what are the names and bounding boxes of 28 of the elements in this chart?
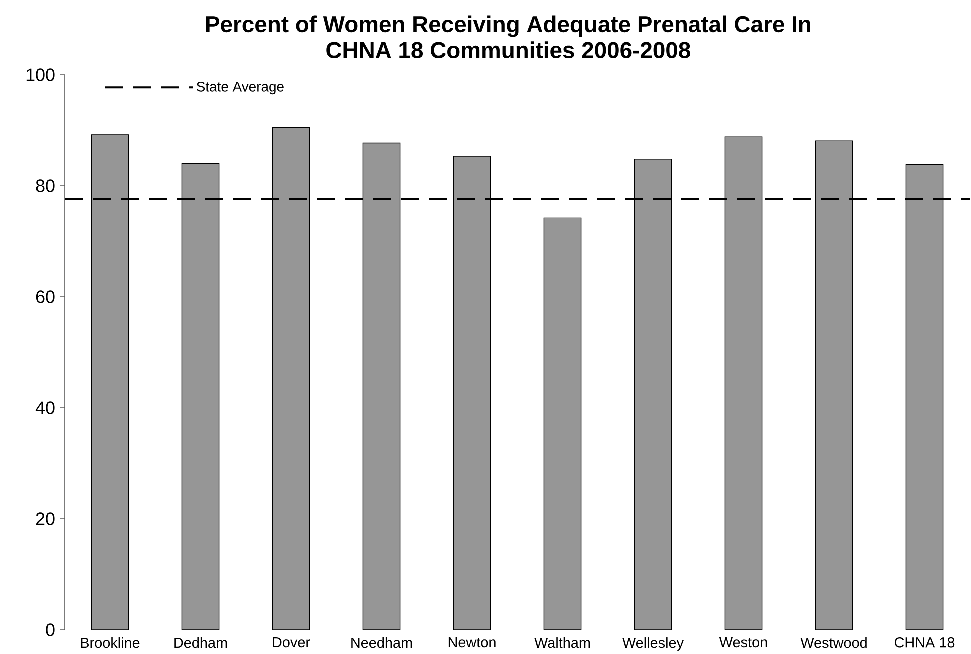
bar [182, 163, 220, 630]
x-tick-label: Dedham [174, 638, 228, 648]
x-tick-label: Newton [448, 638, 496, 648]
bar [453, 156, 492, 630]
bar [815, 140, 854, 630]
bar [91, 134, 130, 630]
x-tick-label: Weston [719, 638, 768, 648]
chart-title: Percent of Women Receiving Adequate Prenatal Care In CHNA 18 Communities 2006-2008 [206, 16, 810, 58]
bar [906, 164, 944, 630]
bar [634, 159, 672, 630]
y-tick-label: 100 [26, 68, 55, 82]
bar [272, 127, 310, 630]
x-tick-label: Westwood [800, 638, 867, 648]
x-tick-label: Waltham [534, 638, 590, 648]
x-tick-label: CHNA 18 [894, 638, 955, 648]
bar [362, 142, 401, 630]
y-tick-label: 20 [36, 512, 55, 526]
y-tick-label: 40 [36, 402, 55, 414]
y-tick-label: 0 [46, 624, 55, 636]
y-tick-label: 80 [36, 180, 55, 192]
x-tick-label: Needham [352, 638, 412, 648]
x-tick-label: Dover [273, 638, 310, 648]
bar [724, 136, 763, 630]
bar [544, 218, 582, 630]
x-tick-label: Brookline [81, 638, 140, 648]
y-tick-label: 60 [36, 290, 55, 304]
ref-line-label: State Average [197, 82, 284, 95]
x-tick-label: Wellesley [622, 638, 684, 651]
